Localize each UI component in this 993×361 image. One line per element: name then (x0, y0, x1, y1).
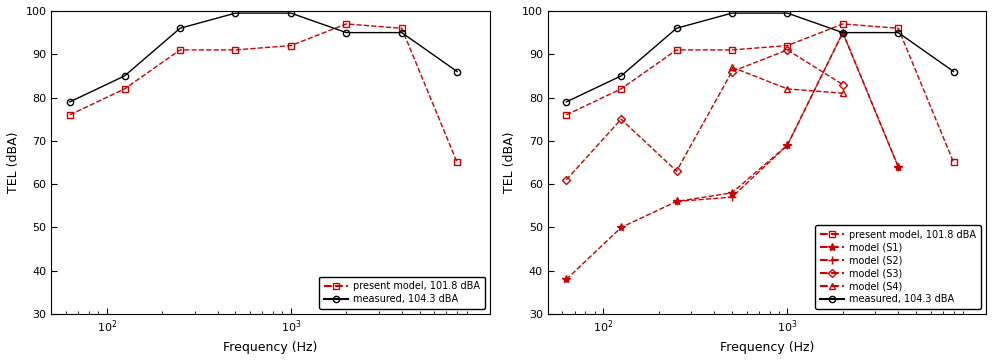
Y-axis label: TEL (dBA): TEL (dBA) (503, 132, 516, 193)
X-axis label: Frequency (Hz): Frequency (Hz) (223, 341, 318, 354)
X-axis label: Frequency (Hz): Frequency (Hz) (720, 341, 814, 354)
Legend: present model, 101.8 dBA, model (S1), model (S2), model (S3), model (S4), measur: present model, 101.8 dBA, model (S1), mo… (815, 225, 981, 309)
Y-axis label: TEL (dBA): TEL (dBA) (7, 132, 20, 193)
Legend: present model, 101.8 dBA, measured, 104.3 dBA: present model, 101.8 dBA, measured, 104.… (319, 277, 485, 309)
